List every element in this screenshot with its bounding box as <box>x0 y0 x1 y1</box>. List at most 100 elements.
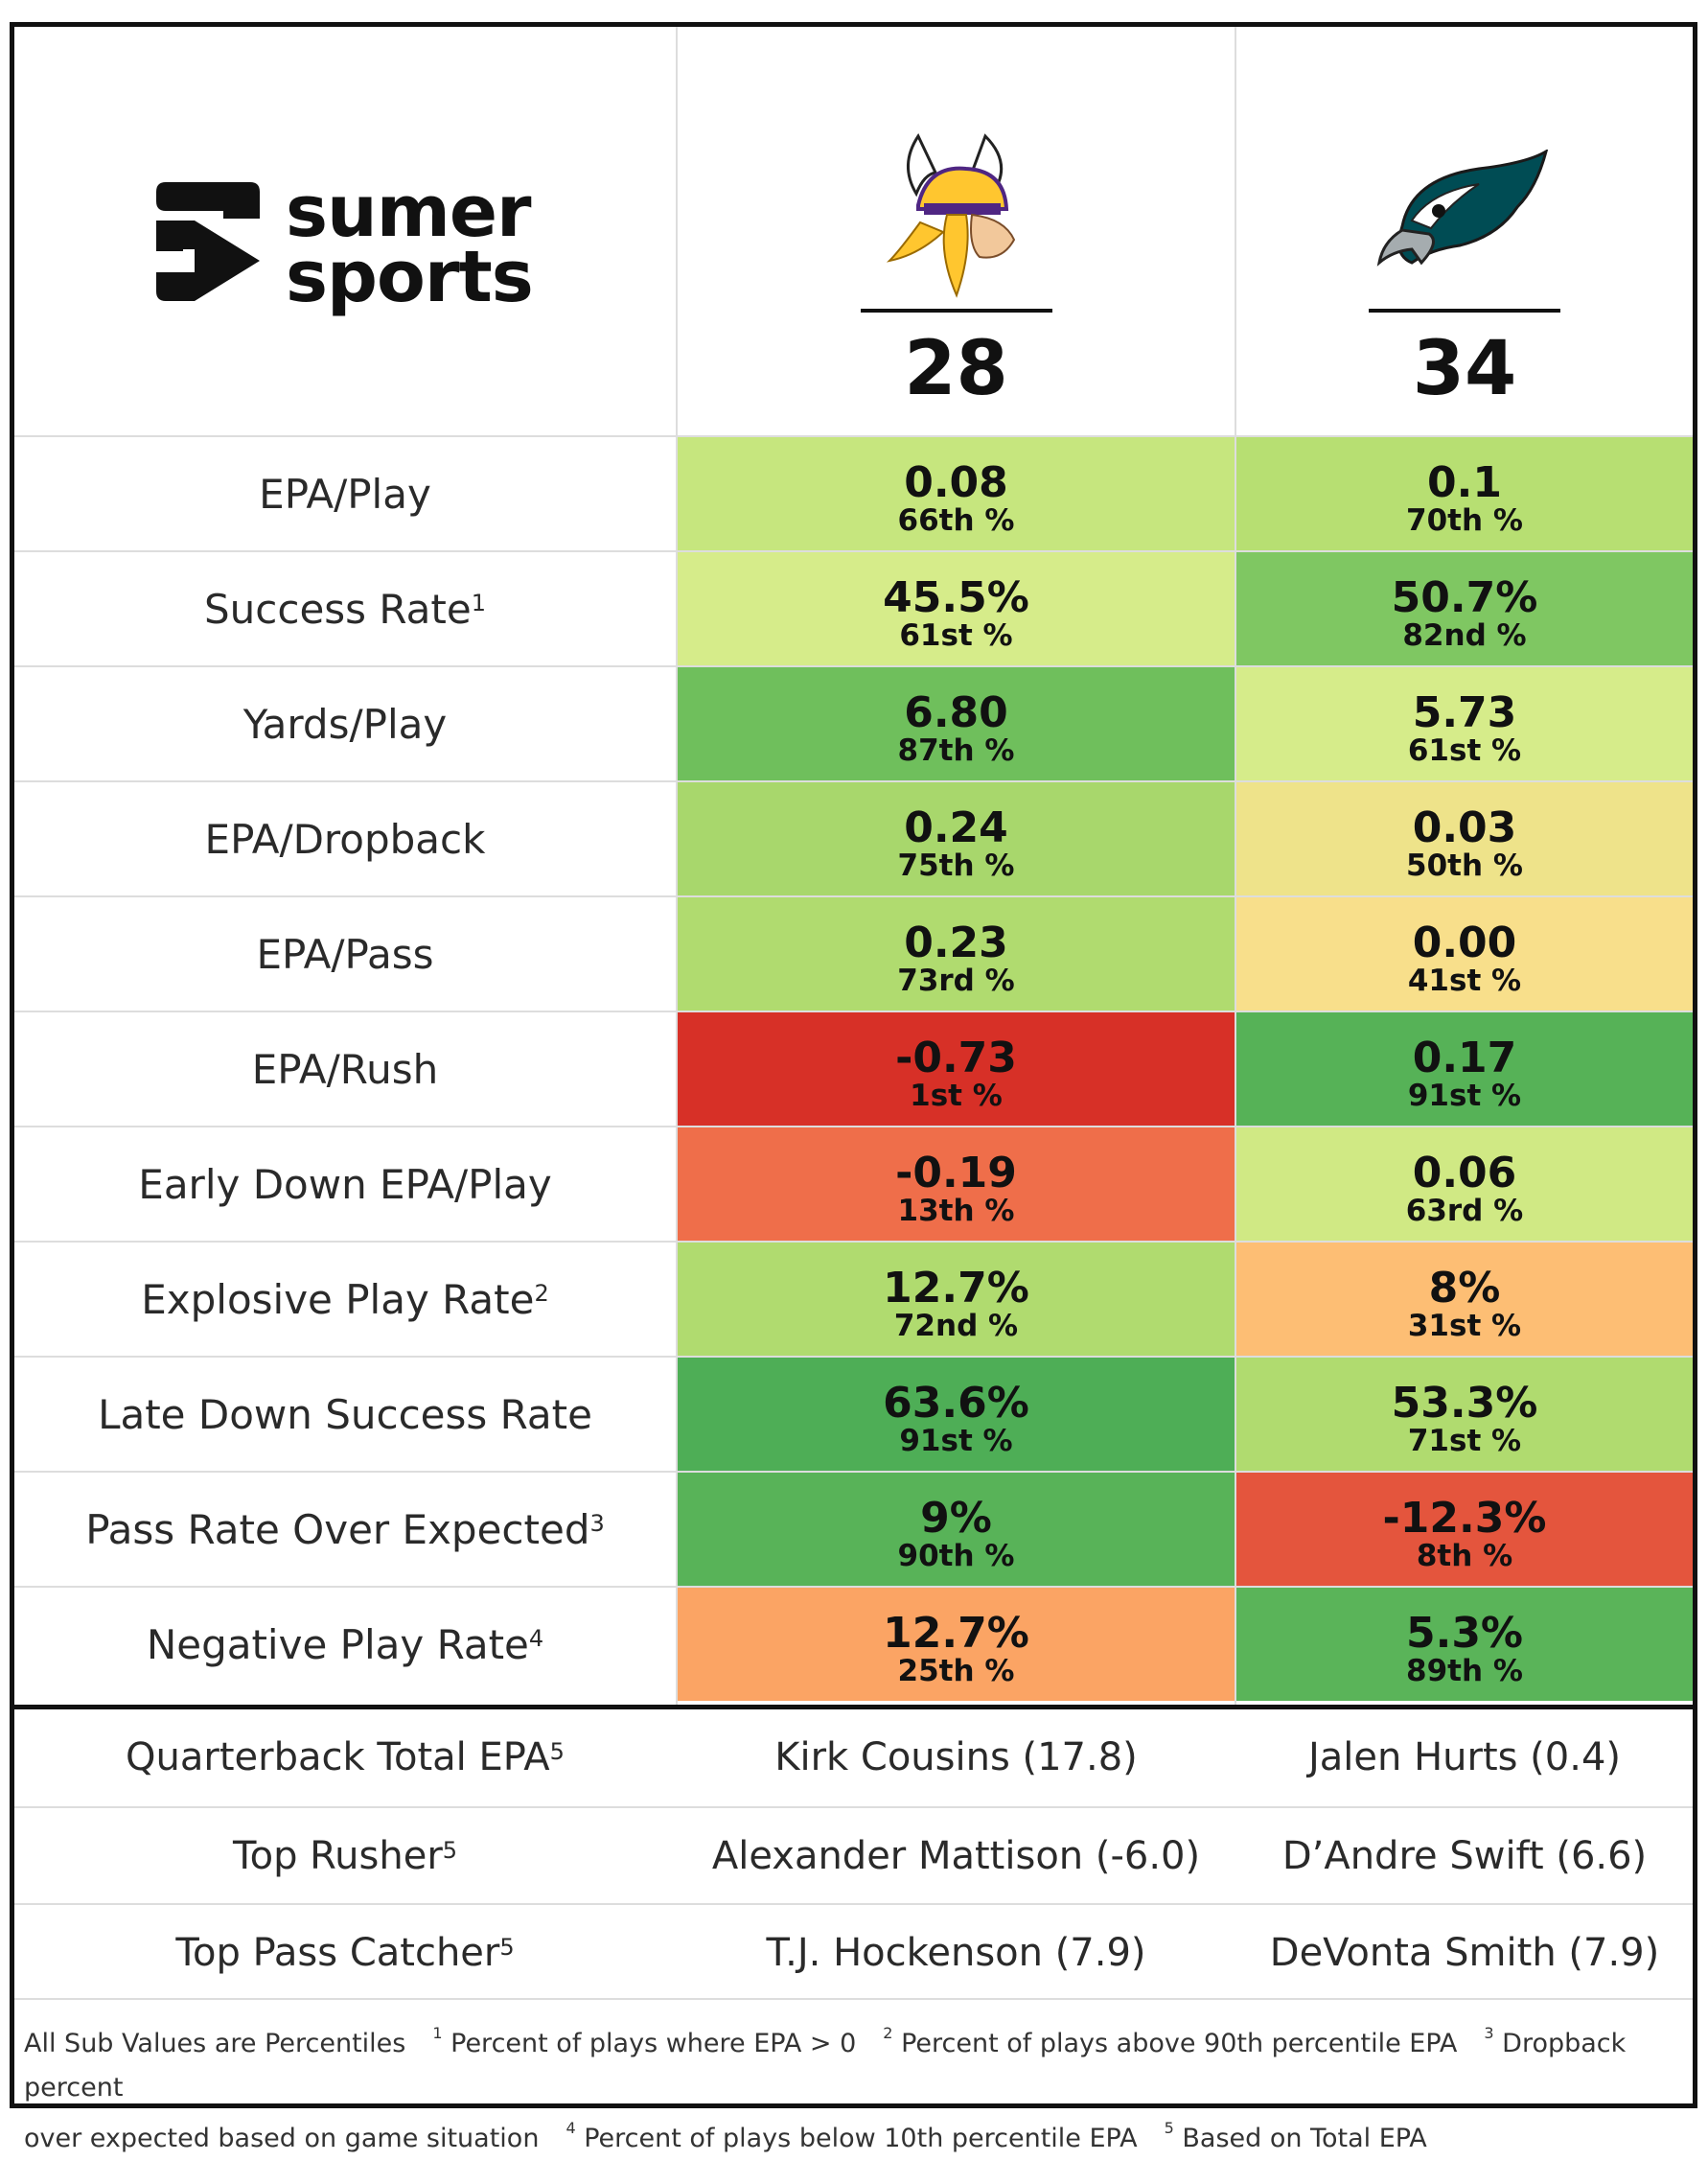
stat-label: Negative Play Rate 4 <box>14 1588 676 1701</box>
stat-row: EPA/Pass 0.23 73rd % 0.00 41st % <box>14 895 1693 1011</box>
stat-cell-team-a: 12.7% 72nd % <box>678 1243 1235 1356</box>
team-eagles-header: 34 <box>1236 27 1693 435</box>
stat-value: 5.73 <box>1412 688 1517 737</box>
stat-cell-team-b: 0.06 63rd % <box>1236 1127 1693 1241</box>
stat-percentile: 89th % <box>1406 1654 1523 1688</box>
stat-cell-team-b: -12.3% 8th % <box>1236 1473 1693 1586</box>
stat-percentile: 63rd % <box>1405 1194 1524 1228</box>
stat-label: EPA/Rush <box>14 1012 676 1126</box>
stat-value: 0.06 <box>1412 1149 1517 1197</box>
player-label-text: Top Pass Catcher <box>175 1931 500 1975</box>
stat-row: Explosive Play Rate 2 12.7% 72nd % 8% 31st % <box>14 1241 1693 1356</box>
stat-label-text: Late Down Success Rate <box>98 1390 592 1438</box>
stat-label-text: Pass Rate Over Expected <box>85 1505 590 1553</box>
sumer-sports-logo: sumer sports <box>156 146 559 313</box>
footnote-intro: All Sub Values are Percentiles <box>24 2029 406 2058</box>
footnote-mark: 5 <box>442 1837 458 1864</box>
team-b-score: 34 <box>1412 326 1517 412</box>
stat-value: -12.3% <box>1382 1494 1547 1543</box>
stat-label-text: EPA/Pass <box>256 930 434 978</box>
eagles-head-logo-icon <box>1376 150 1549 267</box>
stat-row: EPA/Rush -0.73 1st % 0.17 91st % <box>14 1011 1693 1126</box>
stat-cell-team-a: 63.6% 91st % <box>678 1358 1235 1471</box>
column-divider <box>676 27 678 1708</box>
stat-percentile: 91st % <box>1407 1079 1522 1113</box>
player-row: Top Rusher 5 Alexander Mattison (-6.0) D’An… <box>14 1806 1693 1904</box>
stat-percentile: 90th % <box>897 1539 1015 1573</box>
player-label-text: Top Rusher <box>232 1834 443 1878</box>
stat-label: Early Down EPA/Play <box>14 1127 676 1241</box>
footnote-3b: over expected based on game situation <box>24 2124 540 2153</box>
stat-value: 0.1 <box>1427 458 1502 507</box>
vikings-helmet-logo-icon <box>886 132 1015 298</box>
player-name-team-b: DeVonta Smith (7.9) <box>1269 1931 1660 1975</box>
footnote-mark: 5 <box>1164 2119 1174 2137</box>
stat-cell-team-a: -0.19 13th % <box>678 1127 1235 1241</box>
stat-cell-team-a: 0.24 75th % <box>678 782 1235 895</box>
section-divider <box>14 1705 1693 1709</box>
stat-value: 53.3% <box>1391 1379 1538 1428</box>
stat-row: Pass Rate Over Expected 3 9% 90th % -12.3% 8t… <box>14 1471 1693 1586</box>
stat-cell-team-b: 50.7% 82nd % <box>1236 552 1693 665</box>
footnote-5: Based on Total EPA <box>1182 2124 1427 2153</box>
stat-cell-team-b: 0.00 41st % <box>1236 897 1693 1011</box>
stat-value: -0.19 <box>895 1149 1017 1197</box>
brand-line1: sumer <box>286 171 532 253</box>
footnote-mark: 3 <box>589 1510 605 1537</box>
footnote-mark: 5 <box>549 1738 565 1765</box>
player-label-text: Quarterback Total EPA <box>126 1735 550 1779</box>
player-name-team-b: D’Andre Swift (6.6) <box>1281 1834 1648 1878</box>
stat-percentile: 73rd % <box>897 964 1015 998</box>
stat-value: 50.7% <box>1391 573 1538 622</box>
stat-label: EPA/Pass <box>14 897 676 1011</box>
stat-row: Yards/Play 6.80 87th % 5.73 61st % <box>14 665 1693 780</box>
stat-value: 8% <box>1428 1264 1501 1313</box>
stat-value: 12.7% <box>883 1609 1029 1658</box>
player-label: Top Pass Catcher 5 <box>14 1905 676 2001</box>
stat-percentile: 61st % <box>1407 733 1522 768</box>
stat-label: Pass Rate Over Expected 3 <box>14 1473 676 1586</box>
footnote-mark: 3 <box>1484 2024 1494 2042</box>
stat-label-text: Success Rate <box>203 585 472 633</box>
player-name-team-a: Kirk Cousins (17.8) <box>774 1735 1138 1779</box>
comparison-table: sumer sports 28 34 <box>10 22 1697 2153</box>
stat-row: Success Rate 1 45.5% 61st % 50.7% 82nd % <box>14 550 1693 665</box>
footnote-mark: 2 <box>883 2024 893 2042</box>
stat-label-text: Negative Play Rate <box>146 1620 529 1668</box>
stat-cell-team-b: 5.73 61st % <box>1236 667 1693 780</box>
stat-value: 0.24 <box>904 803 1008 852</box>
sumer-sports-mark-icon <box>156 182 260 301</box>
stat-cell-team-b: 0.03 50th % <box>1236 782 1693 895</box>
footnote-mark: 4 <box>528 1625 544 1652</box>
stat-percentile: 66th % <box>897 503 1015 538</box>
stat-cell-team-a: 6.80 87th % <box>678 667 1235 780</box>
stat-percentile: 50th % <box>1406 848 1523 883</box>
player-label: Top Rusher 5 <box>14 1808 676 1904</box>
stat-cell-team-a: 45.5% 61st % <box>678 552 1235 665</box>
stat-label-text: Yards/Play <box>242 700 448 748</box>
stat-value: 0.08 <box>904 458 1008 507</box>
footnote-mark: 4 <box>565 2119 576 2137</box>
stat-cell-team-a: 0.08 66th % <box>678 437 1235 550</box>
stat-label: EPA/Play <box>14 437 676 550</box>
column-divider <box>1235 27 1236 1708</box>
stat-percentile: 1st % <box>910 1079 1003 1113</box>
stat-cell-team-b: 0.1 70th % <box>1236 437 1693 550</box>
footnote-2: Percent of plays above 90th percentile E… <box>901 2029 1458 2058</box>
stat-percentile: 31st % <box>1407 1309 1522 1343</box>
player-name-team-a: Alexander Mattison (-6.0) <box>711 1834 1201 1878</box>
footnote-mark: 1 <box>432 2024 443 2042</box>
stat-value: 0.17 <box>1412 1034 1517 1082</box>
stat-value: 6.80 <box>904 688 1008 737</box>
stat-cell-team-a: 9% 90th % <box>678 1473 1235 1586</box>
stat-label: Yards/Play <box>14 667 676 780</box>
stat-percentile: 71st % <box>1407 1424 1522 1458</box>
score-rule <box>1369 309 1560 313</box>
stat-value: 45.5% <box>883 573 1029 622</box>
stat-row: Negative Play Rate 4 12.7% 25th % 5.3% 89th % <box>14 1586 1693 1701</box>
footnote-mark: 5 <box>499 1934 515 1961</box>
stat-label-text: EPA/Dropback <box>204 815 486 863</box>
stat-value: 0.23 <box>904 918 1008 967</box>
stat-value: 12.7% <box>883 1264 1029 1313</box>
stat-label-text: Explosive Play Rate <box>141 1275 535 1323</box>
